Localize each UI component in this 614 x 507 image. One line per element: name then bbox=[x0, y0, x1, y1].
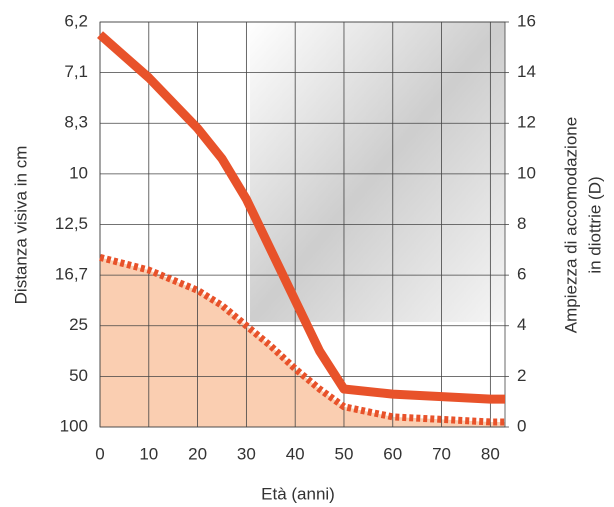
x-tick-label: 60 bbox=[383, 444, 402, 463]
y-tick-label: 50 bbox=[69, 366, 88, 385]
x-tick-label: 80 bbox=[481, 444, 500, 463]
y2-tick-label: 0 bbox=[517, 416, 526, 435]
y-tick-label: 6,2 bbox=[64, 11, 88, 30]
y2-tick-label: 4 bbox=[517, 315, 526, 334]
x-tick-label: 10 bbox=[139, 444, 158, 463]
y2-tick-label: 2 bbox=[517, 366, 526, 385]
y2-axis-title: Ampiezza di accomodazione bbox=[561, 117, 580, 333]
y2-tick-label: 14 bbox=[517, 62, 536, 81]
x-tick-label: 20 bbox=[188, 444, 207, 463]
x-tick-label: 50 bbox=[335, 444, 354, 463]
x-axis-title: Età (anni) bbox=[261, 484, 335, 503]
y2-tick-label: 8 bbox=[517, 214, 526, 233]
x-tick-label: 0 bbox=[95, 444, 104, 463]
y2-tick-label: 10 bbox=[517, 163, 536, 182]
y-tick-label: 16,7 bbox=[55, 265, 88, 284]
y-tick-label: 10 bbox=[69, 163, 88, 182]
y-axis-title: Distanza visiva in cm bbox=[11, 146, 30, 305]
x-tick-label: 40 bbox=[286, 444, 305, 463]
y-tick-label: 25 bbox=[69, 315, 88, 334]
x-tick-label: 70 bbox=[432, 444, 451, 463]
y-tick-label: 8,3 bbox=[64, 113, 88, 132]
y-tick-label: 12,5 bbox=[55, 214, 88, 233]
y-tick-label: 100 bbox=[60, 416, 88, 435]
y2-tick-label: 6 bbox=[517, 265, 526, 284]
y2-tick-label: 12 bbox=[517, 113, 536, 132]
chart: Età (anni) Distanza visiva in cm Ampiezz… bbox=[0, 0, 614, 507]
y2-tick-label: 16 bbox=[517, 11, 536, 30]
y-tick-label: 7,1 bbox=[64, 62, 88, 81]
y2-axis-title: in diottrie (D) bbox=[585, 176, 604, 273]
x-tick-label: 30 bbox=[237, 444, 256, 463]
